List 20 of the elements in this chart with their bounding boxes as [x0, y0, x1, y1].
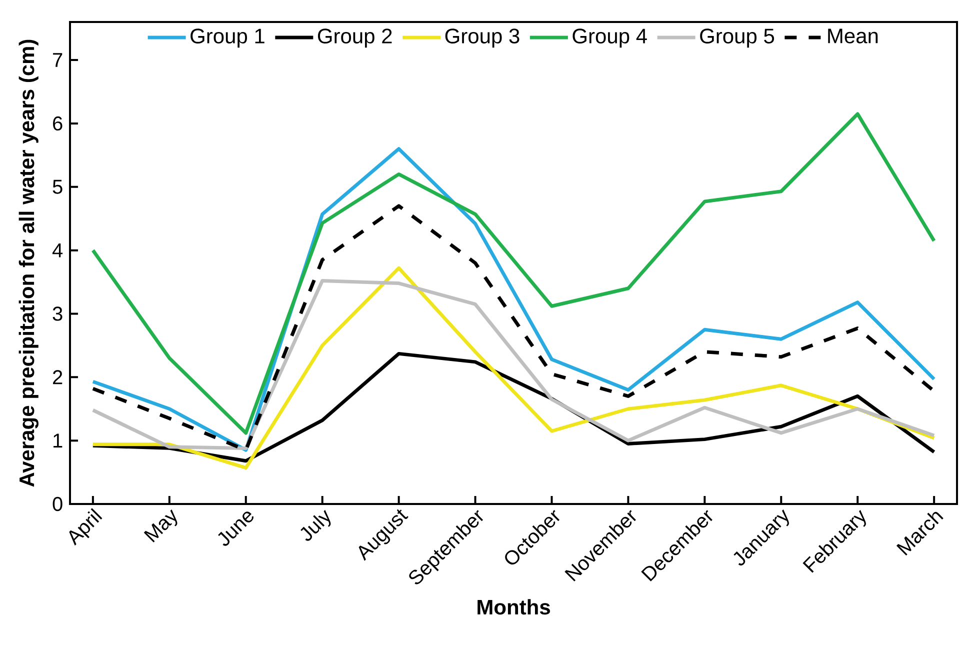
- y-tick-label: 5: [52, 180, 62, 194]
- line-series: [91, 112, 936, 435]
- legend-label: Group 2: [318, 28, 392, 48]
- y-axis-title: Average precipitation for all water years (cm): [18, 40, 38, 487]
- y-tick-label: 1: [54, 434, 62, 448]
- legend-label: Group 3: [445, 28, 520, 48]
- line-series: [91, 279, 936, 450]
- x-tick-label: May: [144, 509, 178, 542]
- y-tick-label: 0: [52, 496, 62, 512]
- y-tick-label: 6: [53, 116, 62, 131]
- y-tick-label: 3: [52, 306, 62, 321]
- legend-label: Group 4: [572, 28, 647, 48]
- legend-label: Mean: [828, 28, 878, 44]
- x-axis-title: Months: [478, 599, 550, 615]
- legend-label: Group 5: [700, 28, 774, 48]
- x-tick-label: July: [300, 510, 331, 541]
- y-tick-label: 7: [53, 53, 62, 67]
- y-tick-label: 4: [52, 243, 63, 258]
- legend-label: Group 1: [190, 28, 264, 48]
- y-tick-label: 2: [53, 370, 62, 384]
